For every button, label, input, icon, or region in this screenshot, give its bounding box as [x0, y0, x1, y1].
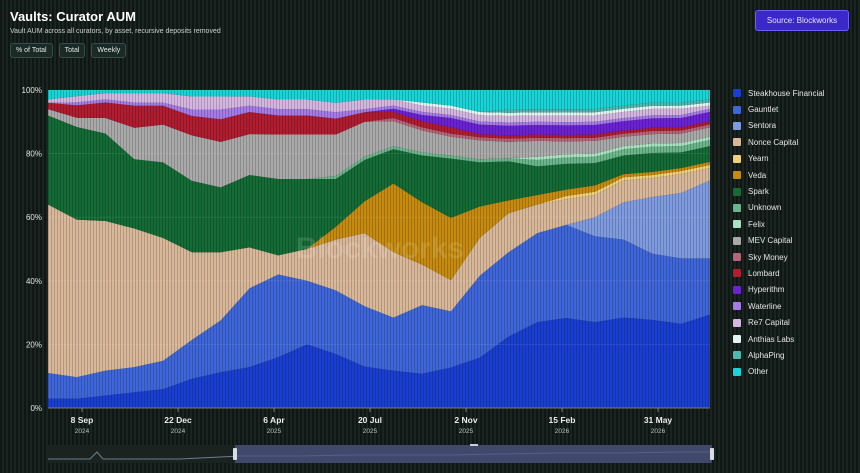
legend-swatch	[733, 121, 741, 130]
legend-label: Nonce Capital	[748, 137, 799, 147]
legend-item[interactable]: Unknown	[733, 200, 825, 216]
legend-swatch	[733, 285, 741, 294]
toggle-weekly[interactable]: Weekly	[91, 43, 127, 58]
legend-label: Unknown	[748, 203, 782, 213]
page-title: Vaults: Curator AUM	[10, 9, 136, 24]
legend-item[interactable]: Hyperithm	[733, 282, 825, 298]
legend-swatch	[733, 335, 741, 344]
x-tick-label: 22 Dec	[164, 415, 192, 425]
x-tick-label: 15 Feb	[549, 415, 576, 425]
x-tick-year: 2026	[555, 428, 570, 435]
legend-label: Gauntlet	[748, 105, 779, 115]
legend-item[interactable]: Nonce Capital	[733, 134, 825, 150]
legend-swatch	[733, 302, 741, 311]
legend-swatch	[733, 269, 741, 278]
legend-swatch	[733, 253, 741, 262]
y-tick-label: 100%	[22, 86, 42, 95]
x-tick-year: 2025	[267, 428, 282, 435]
watermark: Blockworks	[296, 232, 464, 265]
range-navigator	[48, 444, 714, 463]
legend-item[interactable]: Veda	[733, 167, 825, 183]
toggle-percent-of-total[interactable]: % of Total	[10, 43, 53, 58]
legend-item[interactable]: Sky Money	[733, 249, 825, 265]
legend-label: Waterline	[748, 301, 782, 311]
legend-item[interactable]: Anthias Labs	[733, 331, 825, 347]
y-tick-label: 0%	[30, 404, 42, 413]
chart-legend: Steakhouse Financial Gauntlet Sentora Nonce…	[733, 85, 825, 380]
legend-label: Hyperithm	[748, 285, 785, 295]
legend-label: Steakhouse Financial	[748, 88, 825, 98]
legend-label: MEV Capital	[748, 236, 793, 246]
x-tick-year: 2024	[171, 428, 186, 435]
x-tick-year: 2026	[651, 428, 666, 435]
x-tick-label: 20 Jul	[358, 415, 382, 425]
legend-label: Spark	[748, 187, 769, 197]
navigator-left-handle[interactable]	[233, 448, 237, 460]
legend-swatch	[733, 89, 741, 98]
x-tick-year: 2024	[75, 428, 90, 435]
legend-swatch	[733, 138, 741, 147]
page-subtitle: Vault AUM across all curators, by asset,…	[10, 28, 221, 35]
legend-item[interactable]: Re7 Capital	[733, 314, 825, 330]
stripe-overlay	[48, 90, 710, 408]
x-tick-label: 6 Apr	[263, 415, 285, 425]
legend-swatch	[733, 154, 741, 163]
legend-label: Other	[748, 367, 769, 377]
navigator-right-handle[interactable]	[710, 448, 714, 460]
legend-label: Felix	[748, 219, 765, 229]
x-tick-year: 2025	[459, 428, 474, 435]
y-tick-label: 20%	[26, 340, 42, 349]
legend-label: AlphaPing	[748, 350, 785, 360]
x-axis: 8 Sep 2024 22 Dec 2024 6 Apr 2025 20 Jul 2025 2 …	[48, 407, 710, 435]
source-button[interactable]: Source: Blockworks	[755, 10, 849, 31]
x-tick-year: 2025	[363, 428, 378, 435]
legend-swatch	[733, 236, 741, 245]
y-tick-label: 40%	[26, 277, 42, 286]
legend-label: Sentora	[748, 121, 777, 131]
legend-item[interactable]: AlphaPing	[733, 347, 825, 363]
legend-swatch	[733, 318, 741, 327]
legend-item[interactable]: Gauntlet	[733, 101, 825, 117]
legend-label: Yearn	[748, 154, 769, 164]
toggle-total[interactable]: Total	[58, 43, 86, 58]
legend-label: Sky Money	[748, 252, 788, 262]
legend-item[interactable]: Yearn	[733, 151, 825, 167]
legend-swatch	[733, 105, 741, 114]
x-tick-label: 31 May	[644, 415, 673, 425]
legend-item[interactable]: Lombard	[733, 265, 825, 281]
legend-label: Anthias Labs	[748, 334, 795, 344]
legend-swatch	[733, 187, 741, 196]
stripe-texture	[48, 90, 710, 408]
x-tick-label: 8 Sep	[71, 415, 94, 425]
legend-item[interactable]: Steakhouse Financial	[733, 85, 825, 101]
legend-item[interactable]: Felix	[733, 216, 825, 232]
legend-swatch	[733, 203, 741, 212]
y-tick-label: 80%	[26, 150, 42, 159]
navigator-selection[interactable]	[235, 445, 712, 463]
view-toggles: % of Total Total Weekly	[10, 43, 127, 58]
x-tick-label: 2 Nov	[454, 415, 477, 425]
legend-swatch	[733, 171, 741, 180]
legend-label: Re7 Capital	[748, 318, 790, 328]
legend-swatch	[733, 351, 741, 360]
legend-item[interactable]: MEV Capital	[733, 233, 825, 249]
legend-label: Lombard	[748, 268, 780, 278]
legend-swatch	[733, 220, 741, 229]
legend-label: Veda	[748, 170, 767, 180]
legend-item[interactable]: Other	[733, 364, 825, 380]
legend-item[interactable]: Spark	[733, 183, 825, 199]
y-axis: 0% 20% 40% 60% 80% 100%	[22, 86, 42, 413]
legend-item[interactable]: Waterline	[733, 298, 825, 314]
legend-swatch	[733, 367, 741, 376]
legend-item[interactable]: Sentora	[733, 118, 825, 134]
y-tick-label: 60%	[26, 213, 42, 222]
navigator-scrollbar-thumb[interactable]	[470, 444, 478, 446]
